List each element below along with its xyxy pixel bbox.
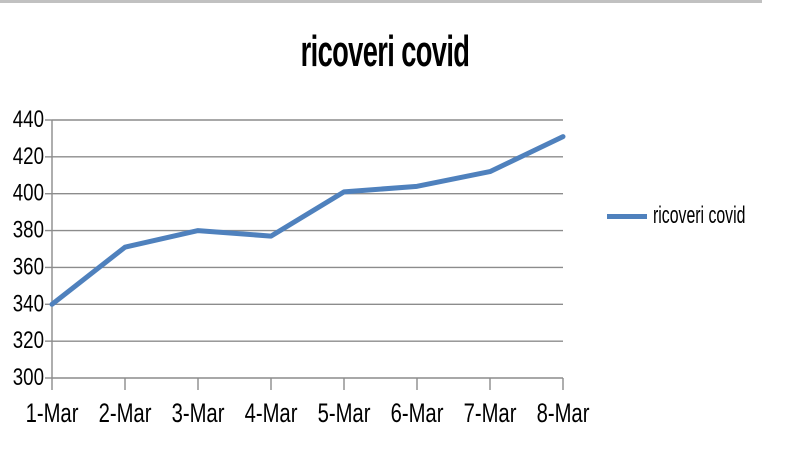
x-axis-label: 2-Mar: [99, 398, 152, 429]
y-axis-label: 440: [13, 106, 44, 133]
y-axis-label: 360: [13, 253, 44, 280]
x-axis-label: 3-Mar: [172, 398, 225, 429]
legend-label: ricoveri covid: [653, 202, 746, 229]
legend-line-marker: [607, 213, 647, 219]
y-axis-label: 340: [13, 290, 44, 317]
y-axis-label: 420: [13, 143, 44, 170]
y-axis-label: 320: [13, 327, 44, 354]
x-axis-label: 6-Mar: [391, 398, 444, 429]
x-axis-label: 1-Mar: [26, 398, 79, 429]
series-line: [49, 134, 566, 307]
chart-title: ricoveri covid: [300, 27, 470, 76]
y-axis-label: 300: [13, 364, 44, 391]
y-axis-label: 400: [13, 180, 44, 207]
y-axis-label: 380: [13, 216, 44, 243]
x-axis-label: 7-Mar: [464, 398, 517, 429]
legend: ricoveri covid: [607, 204, 793, 228]
x-axis-label: 4-Mar: [245, 398, 298, 429]
x-axis-label: 5-Mar: [318, 398, 371, 429]
x-axis-label: 8-Mar: [537, 398, 590, 429]
window-top-border: [0, 0, 762, 3]
